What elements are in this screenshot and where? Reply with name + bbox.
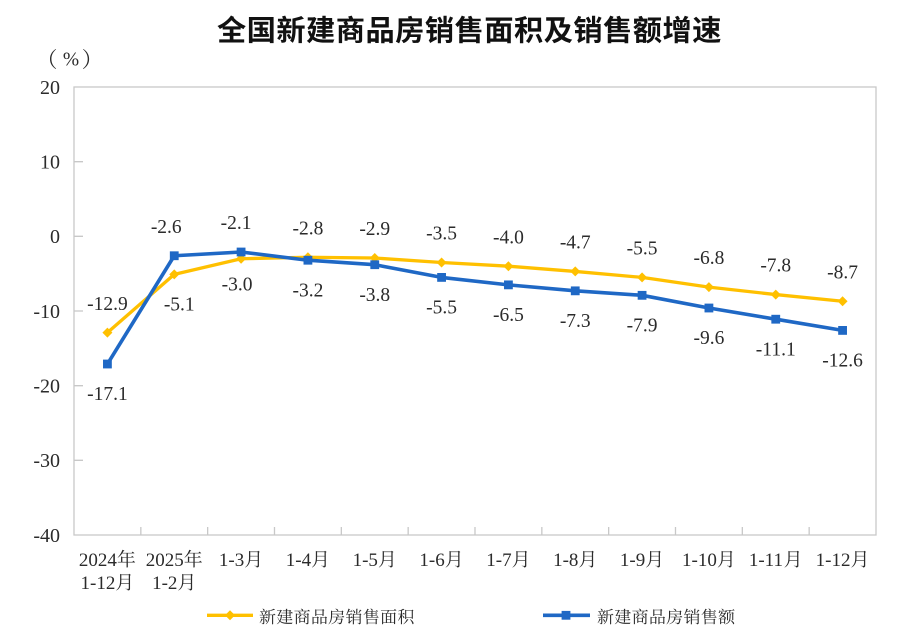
svg-text:-4.0: -4.0 <box>493 227 524 248</box>
svg-text:-3.0: -3.0 <box>222 274 253 295</box>
svg-text:0: 0 <box>50 226 60 248</box>
svg-text:1-2: 1-2 <box>152 573 177 594</box>
svg-text:1-9: 1-9 <box>620 550 645 571</box>
svg-text:1-12: 1-12 <box>81 573 116 594</box>
svg-text:1-8: 1-8 <box>553 550 578 571</box>
svg-text:1-4: 1-4 <box>286 550 312 571</box>
svg-text:-5.1: -5.1 <box>164 295 195 316</box>
svg-text:-2.8: -2.8 <box>292 218 323 239</box>
svg-text:-17.1: -17.1 <box>87 384 128 405</box>
svg-text:1-5: 1-5 <box>353 550 378 571</box>
svg-text:10: 10 <box>40 151 60 173</box>
svg-text:-5.5: -5.5 <box>426 298 457 319</box>
svg-text:-8.7: -8.7 <box>827 262 858 283</box>
svg-text:1-3: 1-3 <box>219 550 244 571</box>
svg-text:1-12: 1-12 <box>816 550 851 571</box>
svg-text:-4.7: -4.7 <box>560 233 591 254</box>
svg-text:-7.3: -7.3 <box>560 311 591 332</box>
svg-text:-11.1: -11.1 <box>756 339 796 360</box>
svg-text:-3.2: -3.2 <box>292 280 323 301</box>
svg-text:-2.9: -2.9 <box>359 219 390 240</box>
svg-text:-40: -40 <box>33 525 60 547</box>
svg-text:-9.6: -9.6 <box>693 328 724 349</box>
svg-text:-12.9: -12.9 <box>87 294 128 315</box>
svg-text:-3.5: -3.5 <box>426 224 457 245</box>
svg-text:1-10: 1-10 <box>682 550 717 571</box>
svg-text:-6.8: -6.8 <box>693 248 724 269</box>
svg-text:-7.8: -7.8 <box>760 256 791 277</box>
svg-text:-2.6: -2.6 <box>151 217 182 238</box>
svg-text:-10: -10 <box>33 301 60 323</box>
svg-text:1-6: 1-6 <box>419 550 444 571</box>
svg-text:-3.8: -3.8 <box>359 285 390 306</box>
svg-text:2025: 2025 <box>146 550 184 571</box>
svg-text:1-7: 1-7 <box>486 550 511 571</box>
svg-text:-6.5: -6.5 <box>493 305 524 326</box>
svg-text:-30: -30 <box>33 450 60 472</box>
svg-text:-7.9: -7.9 <box>627 315 658 336</box>
svg-text:20: 20 <box>40 77 60 99</box>
svg-text:1-11: 1-11 <box>749 550 783 571</box>
svg-text:-2.1: -2.1 <box>221 213 252 234</box>
svg-text:-12.6: -12.6 <box>822 351 863 372</box>
svg-text:-5.5: -5.5 <box>627 239 658 260</box>
svg-text:2024: 2024 <box>79 550 118 571</box>
svg-text:-20: -20 <box>33 375 60 397</box>
svg-text:%: % <box>63 49 79 70</box>
